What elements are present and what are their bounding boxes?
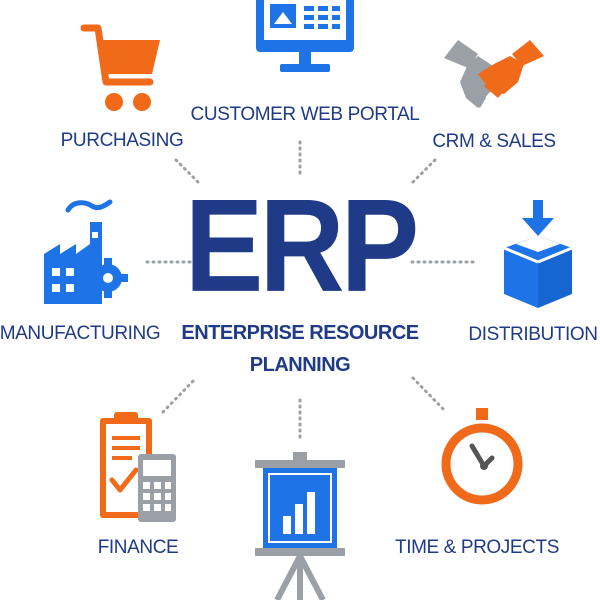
monitor-icon xyxy=(256,0,354,72)
label-crm-sales: CRM & SALES xyxy=(432,131,556,152)
connector-bottom-right xyxy=(411,376,448,414)
shopping-cart-icon xyxy=(80,24,160,111)
label-distribution: DISTRIBUTION xyxy=(468,324,598,345)
label-finance: FINANCE xyxy=(97,537,179,558)
box-icon xyxy=(503,200,573,308)
factory-icon xyxy=(44,199,128,304)
label-time-projects: TIME & PROJECTS xyxy=(395,537,559,558)
handshake-icon xyxy=(444,40,544,108)
label-customer-web-portal: CUSTOMER WEB PORTAL xyxy=(190,104,420,125)
connector-top-left xyxy=(174,158,200,184)
label-purchasing: PURCHASING xyxy=(60,130,184,151)
clipboard-calculator-icon xyxy=(100,412,176,522)
clock-icon xyxy=(441,408,523,505)
erp-title: ERP xyxy=(184,172,420,320)
label-manufacturing: MANUFACTURING xyxy=(0,323,161,344)
erp-subtitle-line1: ENTERPRISE RESOURCE xyxy=(181,322,419,344)
connector-bottom-left xyxy=(161,376,198,414)
erp-subtitle-line2: PLANNING xyxy=(249,354,351,376)
connector-top-right xyxy=(411,156,439,184)
presentation-chart-icon xyxy=(255,452,345,600)
